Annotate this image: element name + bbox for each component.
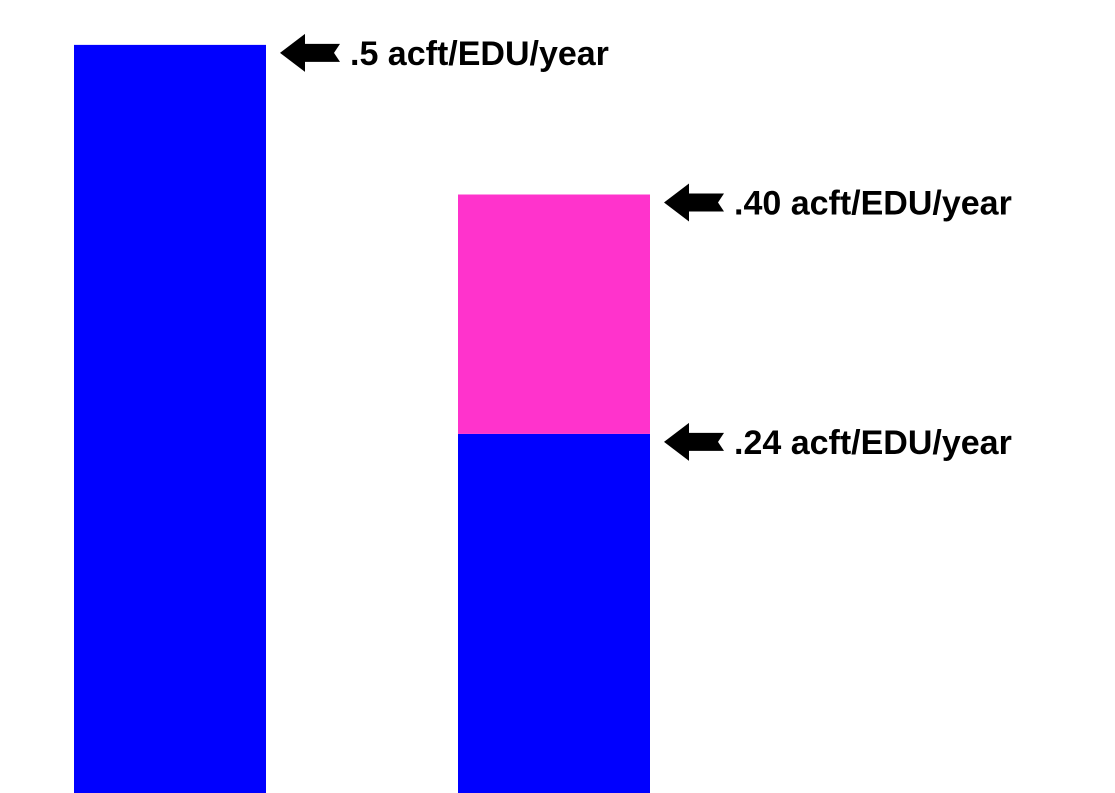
left-arrow-icon <box>280 33 340 72</box>
annotation-label: .40 acft/EDU/year <box>734 185 1012 223</box>
bar-segment-0-0 <box>74 44 266 793</box>
annotation-label: .24 acft/EDU/year <box>734 424 1012 462</box>
bars-layer <box>74 44 650 793</box>
left-arrow-icon <box>664 422 724 461</box>
annotation-label: .5 acft/EDU/year <box>350 35 609 73</box>
annotation-2: .24 acft/EDU/year <box>664 422 1012 462</box>
annotations-layer: .5 acft/EDU/year .40 acft/EDU/year .24 a… <box>280 33 1012 462</box>
annotation-0: .5 acft/EDU/year <box>280 33 609 73</box>
bar-segment-1-0 <box>458 433 650 793</box>
annotation-1: .40 acft/EDU/year <box>664 183 1012 223</box>
left-arrow-icon <box>664 183 724 222</box>
bar-segment-1-1 <box>458 194 650 434</box>
